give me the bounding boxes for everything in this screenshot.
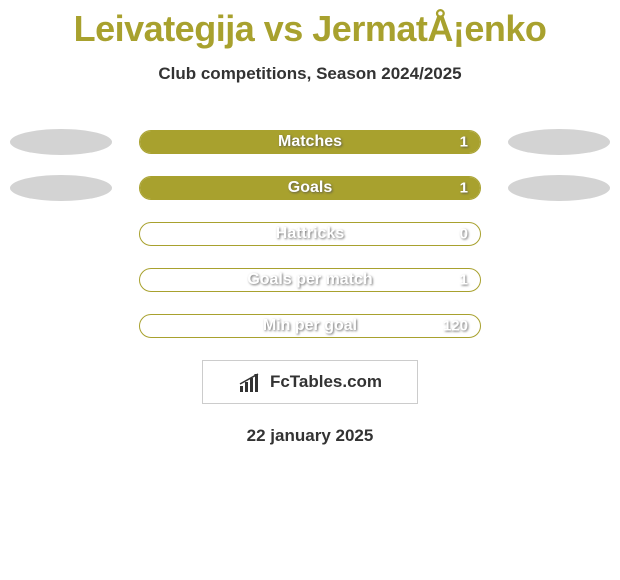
page-subtitle: Club competitions, Season 2024/2025	[0, 64, 620, 84]
bar: Min per goal 120	[139, 314, 481, 338]
bar-value: 0	[460, 226, 468, 243]
bar-label: Matches	[278, 133, 342, 151]
player1-marker	[10, 129, 112, 155]
stat-row-mpg: Min per goal 120	[0, 314, 620, 338]
stat-row-gpm: Goals per match 1	[0, 268, 620, 292]
stat-row-hattricks: Hattricks 0	[0, 222, 620, 246]
bar: Hattricks 0	[139, 222, 481, 246]
player1-marker	[10, 175, 112, 201]
logo-text: FcTables.com	[270, 372, 382, 392]
player2-marker	[508, 129, 610, 155]
page-title: Leivategija vs JermatÅ¡enko	[0, 0, 620, 50]
stats-container: Matches 1 Goals 1 Hattricks 0 Goals per …	[0, 130, 620, 338]
bar: Matches 1	[139, 130, 481, 154]
bar-value: 1	[460, 272, 468, 289]
bar-value: 1	[460, 180, 468, 197]
player2-marker	[508, 175, 610, 201]
stat-row-goals: Goals 1	[0, 176, 620, 200]
bar: Goals per match 1	[139, 268, 481, 292]
bar-value: 1	[460, 134, 468, 151]
bar: Goals 1	[139, 176, 481, 200]
source-logo: FcTables.com	[202, 360, 418, 404]
bar-label: Goals	[288, 179, 332, 197]
bar-label: Goals per match	[247, 271, 372, 289]
date-text: 22 january 2025	[0, 426, 620, 446]
bar-label: Hattricks	[276, 225, 344, 243]
bar-value: 120	[443, 318, 468, 335]
stat-row-matches: Matches 1	[0, 130, 620, 154]
bar-label: Min per goal	[263, 317, 357, 335]
bar-chart-arrow-icon	[238, 372, 264, 392]
